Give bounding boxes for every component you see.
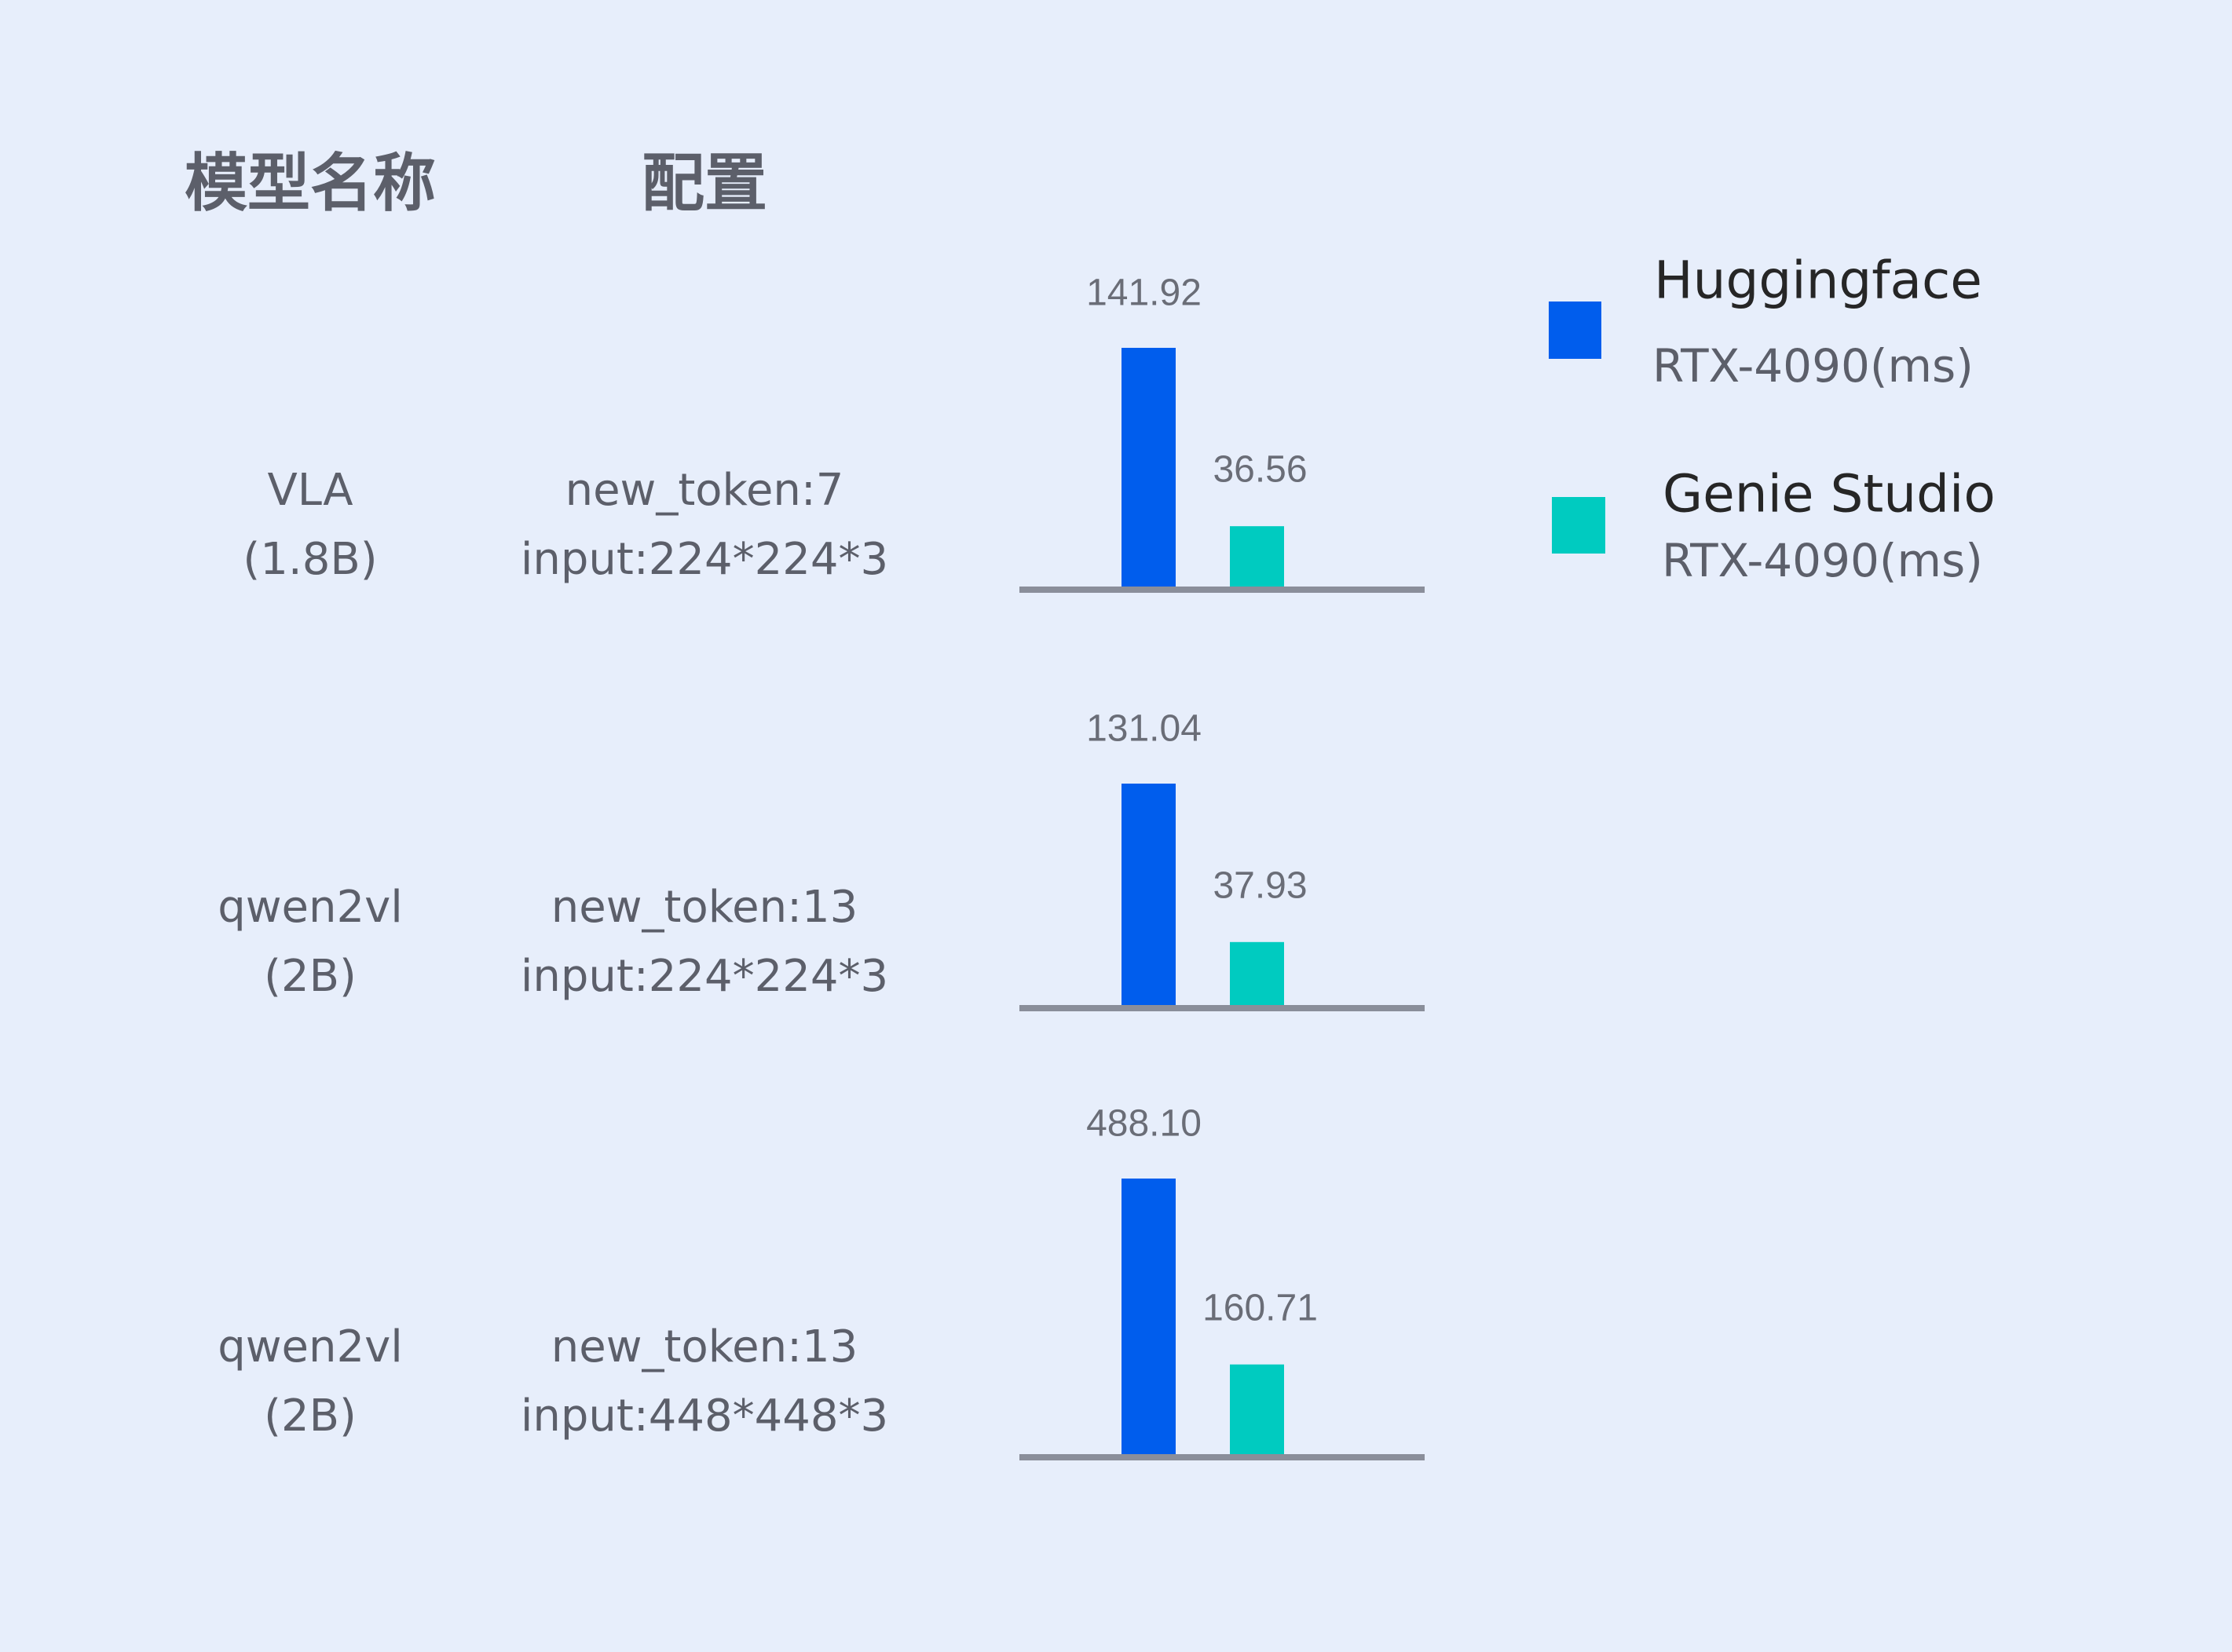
legend-title-genie-studio: Genie Studio <box>1663 463 1996 524</box>
baseline-axis-1 <box>1019 587 1425 593</box>
bar-genie-studio-1 <box>1230 526 1284 588</box>
baseline-axis-3 <box>1019 1454 1425 1460</box>
config-cell-3: new_token:13 input:448*448*3 <box>521 1313 888 1451</box>
bar-huggingface-1 <box>1121 348 1176 588</box>
bar-genie-studio-3 <box>1230 1364 1284 1456</box>
model-cell-3: qwen2vl (2B) <box>218 1313 403 1451</box>
value-label-huggingface-3: 488.10 <box>1086 1102 1202 1145</box>
value-label-huggingface-2: 131.04 <box>1086 707 1202 750</box>
header-model-name: 模型名称 <box>185 147 436 220</box>
legend-subtitle-huggingface: RTX-4090(ms) <box>1652 339 1974 393</box>
bar-genie-studio-2 <box>1230 941 1284 1007</box>
model-name: VLA <box>267 465 353 516</box>
legend-subtitle-genie-studio: RTX-4090(ms) <box>1662 534 1983 587</box>
config-tokens: new_token:7 <box>565 465 844 516</box>
model-name: qwen2vl <box>218 1321 403 1372</box>
bar-huggingface-2 <box>1121 784 1176 1007</box>
config-tokens: new_token:13 <box>551 882 858 933</box>
model-size: (1.8B) <box>243 534 378 585</box>
model-cell-1: VLA (1.8B) <box>243 456 377 594</box>
config-tokens: new_token:13 <box>551 1321 858 1372</box>
config-input: input:224*224*3 <box>520 534 889 585</box>
model-cell-2: qwen2vl (2B) <box>218 873 403 1011</box>
config-input: input:448*448*3 <box>520 1391 889 1442</box>
config-cell-1: new_token:7 input:224*224*3 <box>521 456 888 594</box>
model-size: (2B) <box>264 1391 357 1442</box>
legend-swatch-huggingface <box>1549 302 1601 359</box>
legend-title-huggingface: Huggingface <box>1654 250 1982 311</box>
value-label-huggingface-1: 141.92 <box>1086 272 1202 314</box>
config-input: input:224*224*3 <box>520 951 889 1002</box>
model-name: qwen2vl <box>218 882 403 933</box>
value-label-genie-studio-1: 36.56 <box>1213 448 1308 491</box>
bar-huggingface-3 <box>1121 1179 1176 1460</box>
header-config: 配置 <box>642 147 767 220</box>
legend-swatch-genie-studio <box>1552 497 1605 554</box>
config-cell-2: new_token:13 input:224*224*3 <box>521 873 888 1011</box>
model-size: (2B) <box>264 951 357 1002</box>
value-label-genie-studio-3: 160.71 <box>1202 1287 1318 1329</box>
baseline-axis-2 <box>1019 1005 1425 1011</box>
value-label-genie-studio-2: 37.93 <box>1213 864 1308 907</box>
